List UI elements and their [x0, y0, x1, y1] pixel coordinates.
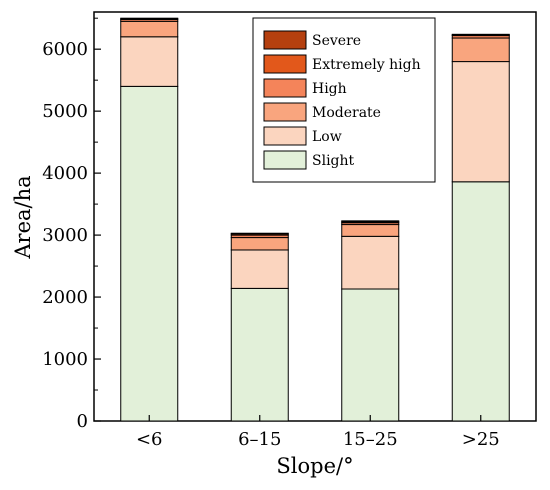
- y-axis: 0 1000 2000 3000 4000 5000 6000: [42, 17, 101, 432]
- bar-segment: [451, 33, 510, 36]
- legend-swatch: [263, 102, 307, 122]
- bar-segment: [451, 181, 510, 422]
- y-tick-label: 5000: [42, 101, 88, 122]
- bars-layer: [120, 17, 510, 422]
- bar-segment: [120, 17, 179, 20]
- bar-segment: [120, 85, 179, 422]
- bar-segment: [341, 235, 400, 290]
- bar-segment: [230, 287, 289, 422]
- bar-segment: [341, 288, 400, 422]
- plot-area-frame: [93, 11, 537, 422]
- legend-swatch: [263, 30, 307, 50]
- y-tick-label: 2000: [42, 287, 88, 308]
- x-axis-title: Slope/°: [276, 454, 353, 478]
- legend-swatch: [263, 78, 307, 98]
- bar-segment: [120, 36, 179, 87]
- y-axis-title: Area/ha: [11, 175, 35, 259]
- bar-segment: [230, 237, 289, 251]
- legend-swatch: [263, 126, 307, 146]
- y-tick-label: 6000: [42, 39, 88, 60]
- x-axis: <6 6–15 15–25 >25: [136, 415, 500, 450]
- legend-label: High: [312, 81, 347, 97]
- y-tick-label: 3000: [42, 225, 88, 246]
- bar-segment: [230, 249, 289, 289]
- legend-label: Extremely high: [312, 57, 421, 73]
- legend-label: Severe: [312, 33, 361, 49]
- bar-segment: [451, 37, 510, 63]
- bar-segment: [341, 224, 400, 237]
- x-tick-label: 15–25: [343, 429, 398, 450]
- bar-segment: [120, 20, 179, 38]
- legend-swatch: [263, 54, 307, 74]
- y-tick-label: 0: [77, 411, 88, 432]
- y-tick-label: 4000: [42, 163, 88, 184]
- bar-segment: [451, 61, 510, 183]
- x-tick-label: 6–15: [238, 429, 281, 450]
- y-tick-label: 1000: [42, 349, 88, 370]
- legend-label: Moderate: [312, 105, 381, 121]
- x-tick-label: <6: [136, 429, 163, 450]
- legend-label: Low: [312, 129, 342, 145]
- legend-swatch: [263, 150, 307, 170]
- bar-segment: [341, 220, 400, 223]
- bar-segment: [230, 232, 289, 235]
- legend-label: Slight: [312, 153, 355, 169]
- legend: Severe Extremely high High Moderate Low Sligh…: [252, 17, 436, 183]
- x-tick-label: >25: [462, 429, 500, 450]
